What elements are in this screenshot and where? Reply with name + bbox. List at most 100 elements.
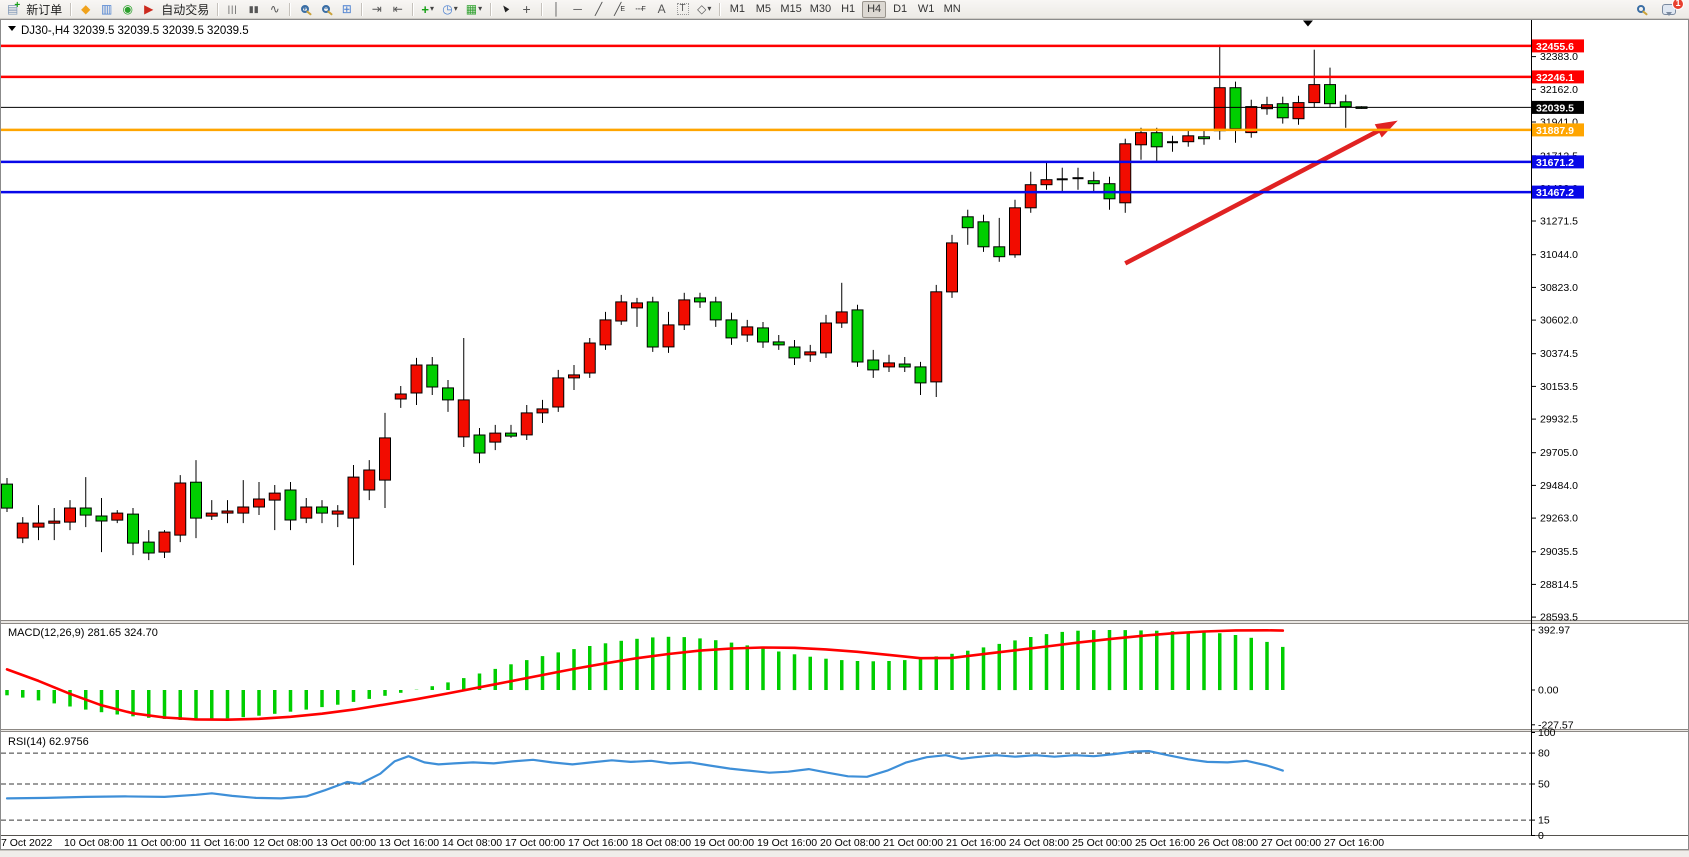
panel-divider[interactable] <box>0 729 1689 732</box>
bar-chart-button[interactable]: ||| <box>223 1 242 18</box>
horizontal-line-button[interactable]: ─ <box>568 1 587 18</box>
tf-button-M1[interactable]: M1 <box>729 2 745 15</box>
rsi-label: RSI(14) 62.9756 <box>8 736 89 748</box>
market-watch-button[interactable]: ◆ <box>76 1 95 18</box>
time-tick-label: 13 Oct 00:00 <box>316 837 376 849</box>
shapes-button[interactable]: ◇ ▾ <box>694 1 714 18</box>
search-button[interactable] <box>1631 1 1650 18</box>
time-tick-label: 13 Oct 16:00 <box>379 837 439 849</box>
periods-button[interactable]: ◷ ▾ <box>439 1 461 18</box>
candle-body <box>977 221 990 248</box>
toolbar: ▤ + 新订单 ◆ ▥ ◉ ▶ 自动交易 ||| ▮▮ ∿ + − ⊞ ⇥ ⇤ +… <box>0 0 1689 19</box>
macd-bar <box>1218 633 1222 691</box>
autotrading-label[interactable]: 自动交易 <box>161 2 210 17</box>
charts-icon: ▥ <box>101 2 113 16</box>
crosshair-button[interactable]: + <box>517 1 536 18</box>
notification-badge: 1 <box>1672 0 1684 10</box>
templates-button[interactable]: ▦ ▾ <box>463 1 485 18</box>
line-chart-button[interactable]: ∿ <box>265 1 284 18</box>
trend-arrow-shaft[interactable] <box>1124 126 1385 266</box>
time-tick-label: 7 Oct 2022 <box>1 837 53 849</box>
price-axis[interactable]: 32383.032162.031941.031712.531492.031271… <box>1531 19 1584 842</box>
macd-bar <box>824 658 828 690</box>
auto-scroll-button[interactable]: ⇤ <box>388 1 407 18</box>
zoom-out-button[interactable]: − <box>316 1 335 18</box>
navigator-button[interactable]: ◉ <box>118 1 137 18</box>
navigator-icon: ◉ <box>122 2 133 16</box>
macd-bar <box>1155 630 1159 690</box>
macd-bar <box>761 648 765 691</box>
price-badge <box>1532 100 1584 114</box>
tf-button-M30[interactable]: M30 <box>809 2 832 15</box>
macd-bar <box>446 682 450 690</box>
candle-body <box>867 359 880 371</box>
scroll-end-marker-icon[interactable] <box>1302 20 1313 27</box>
autotrading-icon: ▶ <box>144 2 154 16</box>
macd-bar <box>792 654 797 691</box>
macd-tick-label: -227.57 <box>1538 719 1574 731</box>
vertical-line-button[interactable]: │ <box>547 1 566 18</box>
channel-button[interactable]: ╱ E <box>610 1 629 18</box>
candle-body <box>1261 104 1273 110</box>
text-label-button[interactable]: T <box>673 1 692 18</box>
separator <box>490 2 492 16</box>
fibonacci-button[interactable]: ┄ F <box>631 1 650 18</box>
chevron-down-icon: ▾ <box>453 4 458 13</box>
candle-body <box>410 364 423 394</box>
macd-bar <box>997 643 1001 691</box>
time-tick-label: 26 Oct 08:00 <box>1198 837 1258 849</box>
new-order-button[interactable]: ▤ + <box>4 0 23 18</box>
candle-body <box>16 522 29 539</box>
macd-bar <box>336 690 340 705</box>
candle-body <box>883 362 895 368</box>
macd-bar <box>777 651 781 690</box>
tile-windows-button[interactable]: ⊞ <box>337 1 356 18</box>
chart-window: 32383.032162.031941.031712.531492.031271… <box>0 19 1689 850</box>
cursor-button[interactable]: ▲ <box>496 1 515 18</box>
time-tick-label: 14 Oct 08:00 <box>442 837 502 849</box>
macd-bar <box>351 690 356 702</box>
market-watch-icon: ◆ <box>81 2 91 16</box>
autotrading-button[interactable]: ▶ <box>139 1 158 18</box>
text-tool-button[interactable]: A <box>652 1 671 18</box>
candle-body <box>1245 106 1258 134</box>
fibonacci-sub-label: F <box>641 5 646 13</box>
panel-divider[interactable] <box>0 620 1689 624</box>
price-badge-label: 32039.5 <box>1536 102 1574 114</box>
candle-body <box>394 393 407 400</box>
chart-canvas[interactable]: 32383.032162.031941.031712.531492.031271… <box>0 19 1689 850</box>
candle-body <box>237 506 250 514</box>
separator <box>719 2 721 16</box>
candlestick-chart-button[interactable]: ▮▮ <box>244 1 263 18</box>
tf-button-H4[interactable]: H4 <box>862 0 887 18</box>
price-tick-label: 30602.0 <box>1540 315 1578 327</box>
trendline-icon: ╱ <box>594 2 603 16</box>
macd-bar <box>1092 630 1096 690</box>
candle-body <box>1308 84 1321 104</box>
indicators-button[interactable]: + ▾ <box>418 1 437 18</box>
tf-button-M15[interactable]: M15 <box>780 2 802 15</box>
new-order-label[interactable]: 新订单 <box>26 2 63 17</box>
time-axis[interactable]: 7 Oct 2022 10 Oct 08:00 11 Oct 00:00 11 Oct… <box>1 837 1384 849</box>
macd-bar <box>540 656 545 690</box>
symbol-menu-icon[interactable] <box>8 26 16 31</box>
price-badge <box>1532 39 1584 53</box>
chart-shift-button[interactable]: ⇥ <box>367 1 386 18</box>
macd-bar <box>682 637 686 690</box>
candle-body <box>1213 87 1226 132</box>
candle-body <box>788 346 801 359</box>
tf-button-MN[interactable]: MN <box>943 2 961 15</box>
candle-body <box>1024 184 1037 209</box>
notifications-button[interactable]: 1 <box>1659 0 1684 18</box>
channel-sub-label: E <box>620 5 626 13</box>
tf-button-D1[interactable]: D1 <box>893 2 908 15</box>
tf-button-M5[interactable]: M5 <box>755 2 771 15</box>
tf-button-W1[interactable]: W1 <box>917 2 935 15</box>
trendline-button[interactable]: ╱ <box>589 1 608 18</box>
candle-body <box>536 408 549 414</box>
charts-button[interactable]: ▥ <box>97 1 116 18</box>
time-tick-label: 27 Oct 16:00 <box>1324 837 1384 849</box>
tf-button-H1[interactable]: H1 <box>841 2 856 15</box>
price-badge-label: 31671.2 <box>1536 157 1574 169</box>
zoom-in-button[interactable]: + <box>295 1 314 18</box>
